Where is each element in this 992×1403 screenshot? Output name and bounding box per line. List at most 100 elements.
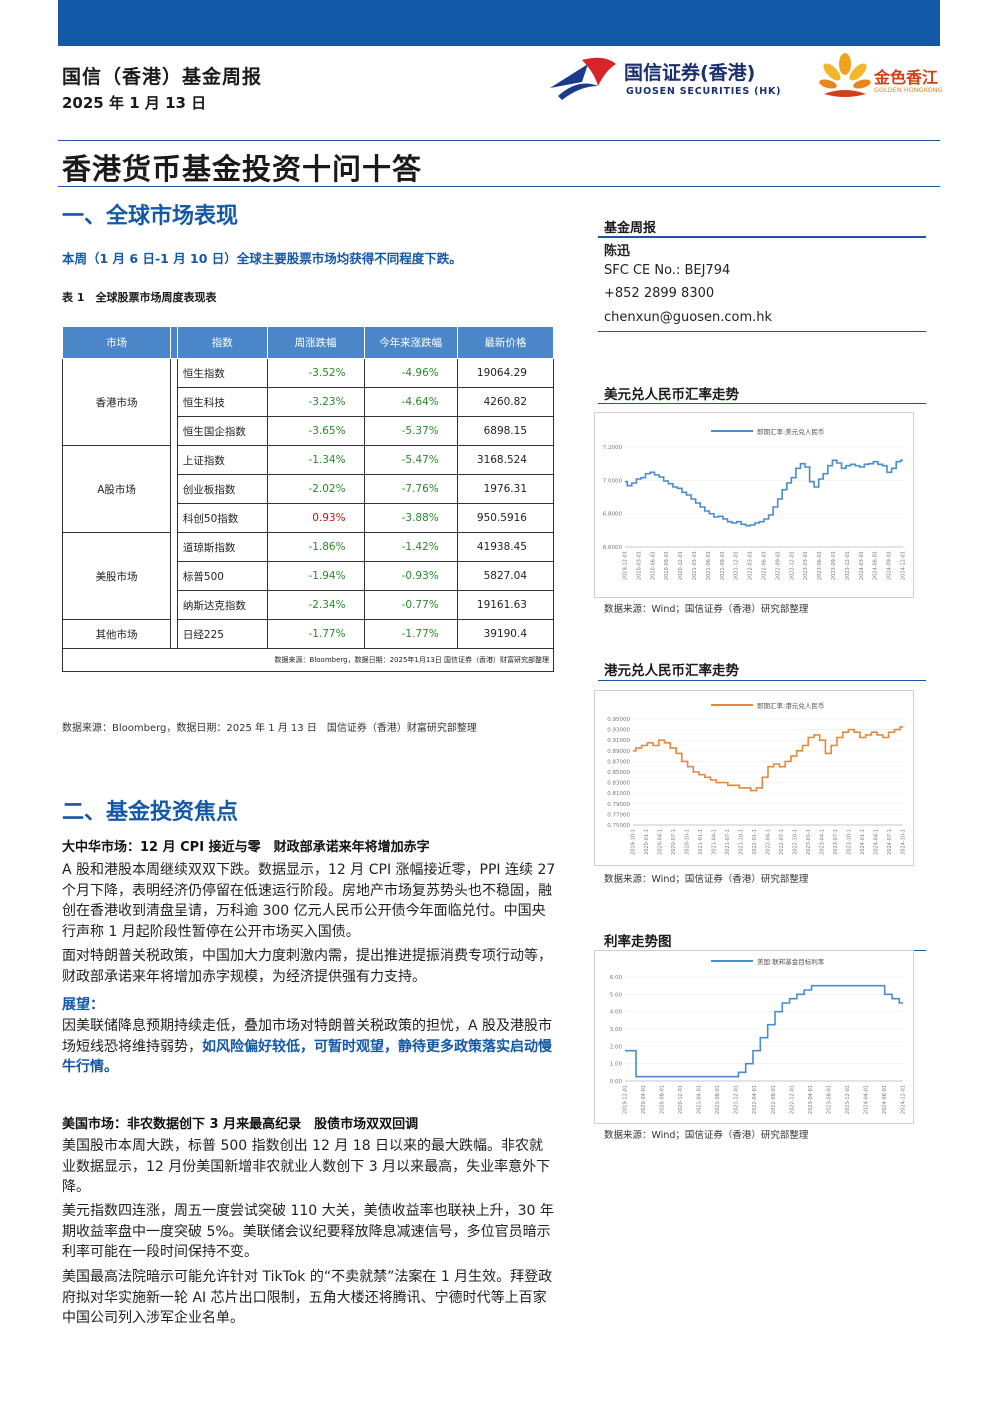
chart2-source: 数据来源：Wind；国信证券（香港）研究部整理 [604,874,809,885]
price-cell: 950.5916 [456,503,555,533]
guosen-logo-en: GUOSEN SECURITIES (HK) [626,86,782,97]
x-tick-label: 2021-10-1 [739,829,745,855]
table-row: 恒生国企指数 -3.65% -5.37% 6898.15 [63,416,555,446]
chart1-title: 美元兑人民币汇率走势 [604,387,739,403]
x-tick-label: 2024-04-1 [874,829,880,855]
ytd-cell: -0.93% [363,561,458,591]
x-tick-label: 2022-07-1 [779,829,785,855]
x-tick-label: 2023-12-01 [845,1085,851,1114]
x-tick-label: 2021-07-1 [725,829,731,855]
x-tick-label: 2021-04-01 [697,1085,703,1114]
x-tick-label: 2023-12-01 [845,551,851,580]
ytd-cell: -4.64% [363,387,458,417]
y-tick-label: 0.87000 [607,759,630,765]
report-date: 2025 年 1 月 13 日 [62,94,207,112]
table-row: 纳斯达克指数 -2.34% -0.77% 19161.63 [63,590,555,620]
index-cell: 道琼斯指数 [176,532,268,562]
chart3-source: 数据来源：Wind；国信证券（香港）研究部整理 [604,1130,809,1141]
x-tick-label: 2021-12-01 [734,551,740,580]
x-tick-label: 2023-04-01 [808,1085,814,1114]
x-tick-label: 2023-09-01 [831,551,837,580]
x-tick-label: 2022-10-1 [793,829,799,855]
index-cell: 恒生科技 [176,387,268,417]
x-tick-label: 2021-06-01 [706,551,712,580]
chart2-box: 即期汇率:港元兑人民币 0.95000 0.93000 0.91000 0.89000 0… [594,690,914,866]
x-tick-label: 2022-08-01 [771,1085,777,1114]
x-tick-label: 2021-03-01 [692,551,698,580]
col-index: 指数 [176,326,268,359]
legend-label: 即期汇率:港元兑人民币 [757,701,824,710]
table-row: 美股市场 道琼斯指数 -1.86% -1.42% 41938.45 [61,532,555,620]
rate-chart: 美国:联邦基金目标利率6.005.004.003.002.001.000.002… [610,957,907,1114]
market-cell: 美股市场 [61,532,172,620]
author-email: chenxun@guosen.com.hk [604,310,773,325]
series-line [625,984,903,1078]
sidebar-label: 基金周报 [604,221,657,236]
price-cell: 1976.31 [456,474,555,504]
x-tick-label: 2022-09-01 [775,551,781,580]
x-tick-label: 2024-08-01 [882,1085,888,1114]
y-tick-label: 4.00 [610,1010,623,1016]
index-cell: 创业板指数 [176,474,268,504]
x-tick-label: 2021-01-1 [698,829,704,855]
golden-flower-icon [819,53,871,97]
guosen-logo-cn: 国信证券(香港) [624,62,756,84]
x-tick-label: 2020-08-01 [660,1085,666,1114]
col-week: 周涨跌幅 [266,326,365,359]
y-tick-label: 0.81000 [607,791,630,797]
market-cell: A股市场 [61,445,172,533]
spacer-cell [171,620,178,649]
price-cell: 6898.15 [456,416,555,446]
col-price: 最新价格 [456,326,555,359]
china-paragraph-2: 面对特朗普关税政策，中国加大力度刺激内需，提出推进提振消费专项行动等，财政部承诺… [62,948,552,985]
week-cell: -1.77% [266,619,365,649]
x-tick-label: 2024-12-01 [901,1085,907,1114]
x-tick-label: 2023-08-01 [826,1085,832,1114]
ytd-cell: -3.88% [363,503,458,533]
x-tick-label: 2024-10-1 [901,829,907,855]
author-sfc: SFC CE No.: BEJ794 [604,263,731,278]
usd-cny-chart: 即期汇率:美元兑人民币 7.2000 7.0000 6.8000 6.60002019-… [603,427,907,580]
index-cell: 纳斯达克指数 [176,590,268,620]
chart2-divider [598,680,926,681]
us-market-heading: 美国市场：非农数据创下 3 月来最高纪录 股债市场双双回调 [62,1117,419,1132]
x-tick-label: 2024-12-01 [901,551,907,580]
author-phone: +852 2899 8300 [604,286,715,301]
us-paragraph-2: 美元指数四连涨，周五一度尝试突破 110 大关，美债收益率也联袂上升，30 年期… [62,1203,554,1260]
legend: 即期汇率:美元兑人民币 [711,427,824,436]
x-tick-label: 2023-10-1 [847,829,853,855]
y-tick-label: 0.91000 [607,738,630,744]
golden-hongkong-en: GOLDEN HONGKONG [874,86,943,94]
series-line [625,459,903,527]
author-name: 陈迅 [604,244,631,259]
top-banner [58,0,940,46]
price-cell: 41938.45 [456,532,555,562]
week-cell: -3.52% [266,358,365,388]
y-tick-label: 0.75000 [607,823,630,829]
y-tick-label: 0.95000 [607,717,630,723]
report-series-title: 国信（香港）基金周报 [62,66,263,88]
week-cell: -2.34% [266,590,365,620]
index-cell: 标普500 [176,561,268,591]
y-tick-label: 0.77000 [607,812,630,818]
x-tick-label: 2024-03-01 [859,551,865,580]
x-tick-label: 2020-04-01 [641,1085,647,1114]
col-spacer [170,326,178,359]
index-cell: 上证指数 [176,445,268,475]
ytd-cell: -5.37% [363,416,458,446]
x-tick-label: 2020-07-1 [671,829,677,855]
guosen-logo-icon [550,57,616,100]
market-cell: 其他市场 [61,619,172,649]
col-market: 市场 [61,326,172,359]
x-tick-label: 2024-07-1 [887,829,893,855]
table-row: 其他市场 日经225 -1.77% -1.77% 39190.4 [61,619,555,649]
outlook-highlight: 如风险偏好较低，可暂时观望，静待更多政策落实启动慢牛行情。 [62,1038,552,1076]
spacer-cell [171,446,178,533]
table-row: 标普500 -1.94% -0.93% 5827.04 [63,561,555,591]
index-cell: 日经225 [176,619,268,649]
col-ytd: 今年来涨跌幅 [363,326,458,359]
chart1-source: 数据来源：Wind；国信证券（香港）研究部整理 [604,604,809,615]
week-cell: -2.02% [266,474,365,504]
price-cell: 3168.524 [456,445,555,475]
price-cell: 19064.29 [456,358,555,388]
